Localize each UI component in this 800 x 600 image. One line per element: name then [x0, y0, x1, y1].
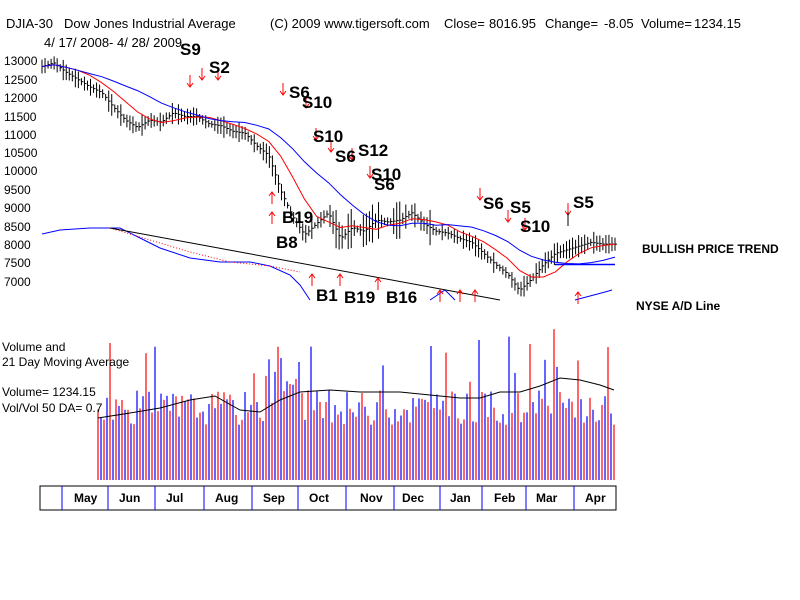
y-tick-label: 13000 [4, 54, 38, 68]
signal-label: B1 [316, 286, 338, 305]
month-label: Sep [263, 491, 286, 505]
signal-label: B19 [344, 288, 376, 307]
y-tick-label: 9000 [4, 201, 31, 215]
month-label: Nov [360, 491, 383, 505]
buy-arrow-head [471, 289, 479, 295]
volume-value: 1234.15 [694, 16, 741, 31]
sell-arrow-head [366, 173, 374, 179]
y-tick-label: 11000 [4, 128, 37, 142]
month-label: May [74, 491, 98, 505]
volume-moving-average-line [97, 377, 615, 419]
volume-label: Volume= [641, 16, 692, 31]
month-label: Aug [215, 491, 239, 505]
volume-panel-subtitle: 21 Day Moving Average [2, 355, 130, 369]
volume-panel-title: Volume and [2, 340, 66, 354]
change-value: -8.05 [604, 16, 634, 31]
signal-label: S10 [520, 217, 551, 236]
y-tick-label: 8000 [4, 238, 31, 252]
y-tick-label: 10000 [4, 164, 38, 178]
signal-label: S10 [313, 127, 344, 146]
chart-symbol: DJIA-30 [6, 16, 53, 31]
sell-arrow-head [504, 217, 512, 223]
sell-arrow-head [302, 103, 310, 109]
month-label: Jun [119, 491, 141, 505]
signal-label: S6 [289, 83, 310, 102]
signal-label: S6 [483, 194, 504, 213]
trend-annotation: BULLISH PRICE TREND [642, 242, 779, 256]
y-tick-label: 11500 [4, 110, 37, 124]
signal-label: S6 [374, 175, 395, 194]
month-label: Apr [585, 491, 606, 505]
signal-label: S2 [209, 58, 230, 77]
sell-arrow-head [521, 225, 529, 231]
close-label: Close= [444, 16, 485, 31]
ad-line-series [574, 289, 613, 301]
ad-line-moving-average [109, 227, 301, 273]
date-range: 4/ 17/ 2008- 4/ 28/ 2009 [44, 35, 183, 50]
y-tick-label: 12000 [4, 91, 38, 105]
buy-arrow-head [268, 191, 276, 197]
volume-ratio-readout: Vol/Vol 50 DA= 0.7 [2, 401, 103, 415]
month-label: Feb [494, 491, 516, 505]
sell-arrow-head [348, 155, 356, 161]
y-tick-label: 8500 [4, 220, 31, 234]
sell-arrow-head [198, 75, 206, 81]
signal-label: S9 [180, 40, 201, 59]
month-label: Jan [450, 491, 471, 505]
month-label: Dec [402, 491, 425, 505]
sell-arrow-head [476, 195, 484, 201]
signal-label: S10 [302, 93, 333, 112]
signal-label: S10 [371, 165, 402, 184]
signal-label: B16 [386, 288, 418, 307]
y-tick-label: 7500 [4, 256, 31, 270]
ad-line-series [41, 227, 311, 301]
y-tick-label: 7000 [4, 275, 31, 289]
sell-arrow-head [186, 82, 194, 88]
ad-line-label: NYSE A/D Line [636, 299, 721, 313]
signal-label: S12 [358, 141, 389, 160]
month-label: Oct [309, 491, 330, 505]
buy-arrow-head [308, 273, 316, 279]
volume-readout: Volume= 1234.15 [2, 385, 96, 399]
signal-label: B8 [276, 233, 298, 252]
sell-arrow-head [327, 147, 335, 153]
sell-arrow-head [312, 135, 320, 141]
buy-arrow-head [268, 211, 276, 217]
sell-arrow-head [279, 90, 287, 96]
chart-title: Dow Jones Industrial Average [64, 16, 236, 31]
y-tick-label: 10500 [4, 146, 38, 160]
signal-label: S5 [573, 193, 594, 212]
signal-label: B19 [282, 208, 314, 227]
y-tick-label: 9500 [4, 183, 31, 197]
copyright-text: (C) 2009 www.tigersoft.com [270, 16, 430, 31]
month-axis-frame [39, 485, 617, 511]
month-label: Jul [166, 491, 184, 505]
month-label: Mar [536, 491, 558, 505]
buy-arrow-head [574, 291, 582, 297]
buy-arrow-head [374, 277, 382, 283]
change-label: Change= [545, 16, 599, 31]
buy-arrow-head [336, 273, 344, 279]
signal-label: S6 [335, 147, 356, 166]
sell-arrow-head [214, 75, 222, 81]
signal-label: S5 [510, 198, 531, 217]
buy-arrow-head [436, 289, 444, 295]
buy-arrow-head [456, 289, 464, 295]
y-tick-label: 12500 [4, 73, 38, 87]
moving-average-65-line [41, 64, 616, 265]
close-value: 8016.95 [489, 16, 536, 31]
ad-trend-line [109, 227, 501, 301]
moving-average-21-line [41, 64, 616, 278]
